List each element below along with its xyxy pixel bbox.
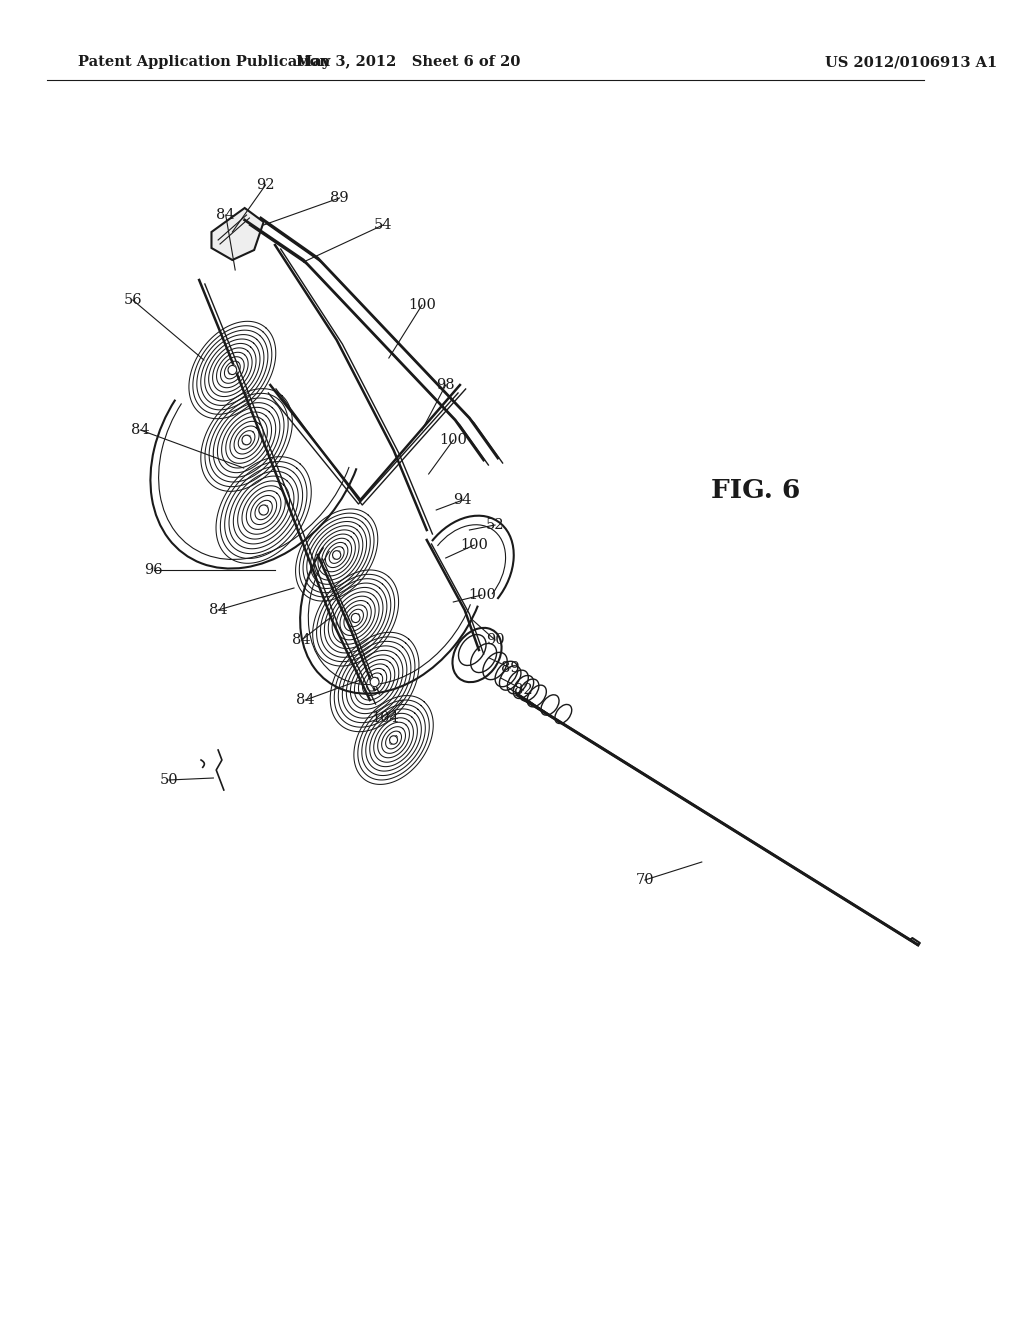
Circle shape: [242, 436, 251, 445]
Text: 82: 82: [514, 682, 532, 697]
Text: 100: 100: [409, 298, 436, 312]
Text: 96: 96: [144, 564, 163, 577]
Text: 100: 100: [468, 587, 496, 602]
Text: 84: 84: [292, 634, 311, 647]
Text: 92: 92: [256, 178, 274, 191]
Text: 52: 52: [485, 517, 504, 532]
Text: 84: 84: [131, 422, 150, 437]
Text: 104: 104: [371, 711, 399, 725]
Text: 70: 70: [636, 873, 654, 887]
Text: 56: 56: [124, 293, 142, 308]
Text: 84: 84: [209, 603, 227, 616]
Text: May 3, 2012   Sheet 6 of 20: May 3, 2012 Sheet 6 of 20: [296, 55, 520, 69]
Polygon shape: [212, 209, 263, 260]
Circle shape: [259, 506, 268, 515]
Text: 50: 50: [160, 774, 178, 787]
Text: 94: 94: [454, 492, 472, 507]
Text: 98: 98: [436, 378, 455, 392]
Text: 54: 54: [374, 218, 392, 232]
Circle shape: [333, 550, 341, 560]
Text: FIG. 6: FIG. 6: [712, 478, 801, 503]
Text: 89: 89: [501, 661, 519, 675]
Text: 89: 89: [330, 191, 349, 205]
Circle shape: [228, 366, 237, 375]
Circle shape: [370, 677, 379, 686]
Circle shape: [351, 614, 360, 623]
Circle shape: [389, 735, 397, 744]
Text: US 2012/0106913 A1: US 2012/0106913 A1: [825, 55, 997, 69]
Text: 84: 84: [296, 693, 314, 708]
Text: 100: 100: [460, 539, 488, 552]
Text: Patent Application Publication: Patent Application Publication: [78, 55, 330, 69]
Text: 100: 100: [439, 433, 467, 447]
Text: 90: 90: [485, 634, 505, 647]
Text: 84: 84: [216, 209, 236, 222]
